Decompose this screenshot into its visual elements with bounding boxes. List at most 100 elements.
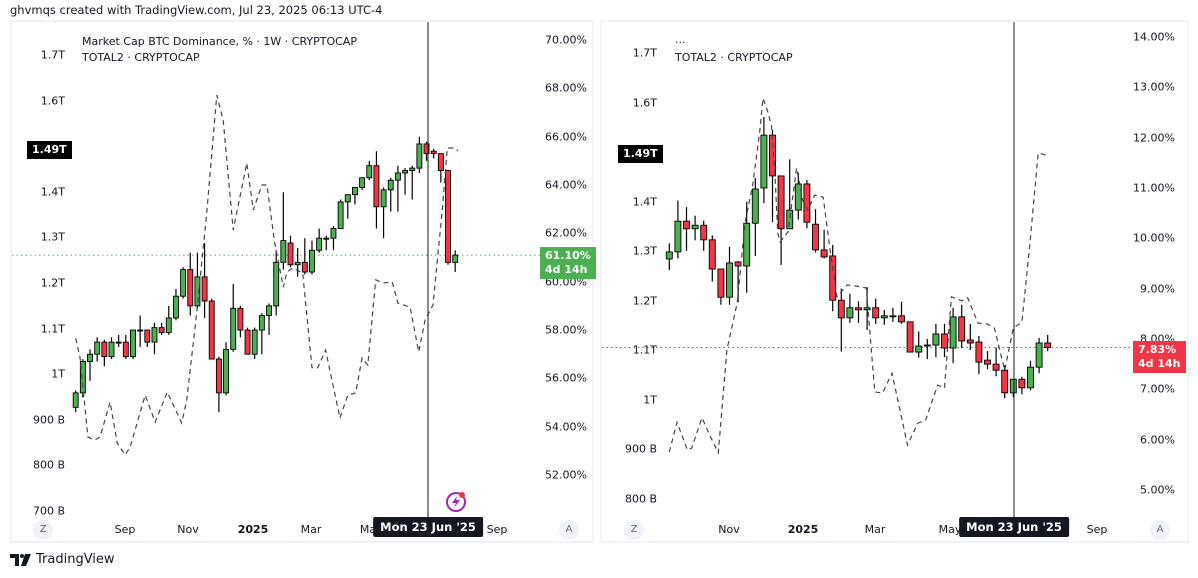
candle-body bbox=[330, 228, 337, 239]
candle bbox=[330, 226, 337, 251]
zoom-button[interactable]: Z bbox=[624, 520, 644, 540]
candle bbox=[1027, 360, 1034, 391]
right-axis-tick: 12.00% bbox=[1133, 131, 1175, 145]
candle-body bbox=[323, 237, 330, 240]
candle-body bbox=[394, 172, 401, 181]
candle-body bbox=[180, 269, 187, 297]
right-axis-tick: 68.00% bbox=[545, 81, 587, 95]
time-axis-tick: 2025 bbox=[237, 523, 269, 536]
candle bbox=[1001, 365, 1009, 399]
candle-body bbox=[734, 261, 742, 267]
candle-body bbox=[743, 222, 751, 267]
right-axis-tick: 56.00% bbox=[545, 371, 587, 385]
candle-body bbox=[966, 339, 974, 344]
candle bbox=[437, 153, 444, 183]
left-axis-tick: 1.4T bbox=[632, 195, 657, 209]
legend-total2[interactable]: TOTAL2 · CRYPTOCAP bbox=[675, 51, 793, 64]
left-axis-tick: 1.3T bbox=[40, 230, 65, 244]
zoom-button[interactable]: Z bbox=[33, 520, 53, 540]
crosshair-time-label: Mon 23 Jun '25 bbox=[373, 517, 483, 537]
lightning-event-icon[interactable] bbox=[444, 490, 468, 518]
candle bbox=[915, 331, 923, 358]
candle bbox=[323, 235, 330, 251]
candle bbox=[215, 356, 222, 413]
total2-last-label: 1.49T bbox=[27, 141, 72, 159]
candle-body bbox=[906, 321, 914, 353]
candle-body bbox=[1027, 366, 1034, 389]
candle bbox=[172, 288, 179, 321]
tradingview-logo[interactable]: TradingView bbox=[10, 552, 115, 567]
candle-body bbox=[316, 237, 323, 251]
candle bbox=[430, 148, 437, 159]
bar-countdown: 4d 14h bbox=[545, 263, 588, 276]
candle bbox=[949, 307, 957, 364]
candle bbox=[344, 194, 351, 219]
candle bbox=[786, 159, 794, 230]
right-axis-tick: 66.00% bbox=[545, 130, 587, 144]
candle-body bbox=[309, 249, 315, 273]
legend-main-series-collapsed[interactable]: ... bbox=[675, 33, 686, 46]
candle bbox=[280, 192, 287, 270]
candle bbox=[251, 327, 258, 360]
right-axis-tick: 64.00% bbox=[545, 178, 587, 192]
candle bbox=[337, 199, 344, 229]
right-axis-tick: 13.00% bbox=[1133, 80, 1175, 94]
candle-body bbox=[803, 183, 811, 223]
candle bbox=[244, 327, 251, 355]
time-axis-tick: Nov bbox=[718, 523, 740, 536]
auto-scale-button[interactable]: A bbox=[559, 520, 579, 540]
candle-body bbox=[863, 307, 871, 311]
legend-main-series[interactable]: Market Cap BTC Dominance, % · 1W · CRYPT… bbox=[82, 35, 357, 48]
candle bbox=[79, 359, 86, 398]
candle-body bbox=[837, 299, 845, 319]
candle-body bbox=[423, 143, 430, 155]
candle bbox=[108, 337, 115, 360]
candle bbox=[777, 175, 785, 265]
candle-body bbox=[165, 317, 172, 333]
candle-body bbox=[187, 269, 194, 307]
candle bbox=[691, 215, 699, 241]
candle bbox=[751, 177, 759, 256]
candle bbox=[301, 238, 308, 275]
candle bbox=[373, 151, 380, 229]
candle bbox=[700, 220, 708, 251]
candle bbox=[201, 243, 208, 318]
candle-body bbox=[777, 175, 785, 230]
candle bbox=[187, 252, 194, 316]
candle-body bbox=[122, 341, 129, 358]
candle-body bbox=[380, 189, 387, 208]
auto-scale-button[interactable]: A bbox=[1150, 520, 1170, 540]
candle-body bbox=[287, 242, 294, 266]
candle-body bbox=[208, 300, 215, 360]
total2-last-label: 1.49T bbox=[618, 145, 663, 163]
candle-body bbox=[101, 341, 108, 358]
legend-total2[interactable]: TOTAL2 · CRYPTOCAP bbox=[82, 51, 200, 64]
candle bbox=[194, 252, 201, 309]
candle-body bbox=[294, 261, 301, 266]
candle-body bbox=[1035, 342, 1043, 368]
candle bbox=[445, 170, 451, 265]
candle bbox=[743, 201, 751, 293]
candle bbox=[820, 229, 828, 259]
candle-body bbox=[251, 329, 258, 355]
candle bbox=[180, 267, 187, 299]
total2-dashed-line bbox=[75, 94, 459, 456]
left-axis-tick: 1.1T bbox=[40, 322, 65, 336]
candle bbox=[309, 240, 315, 275]
candle-body bbox=[72, 392, 79, 408]
right-axis-tick: 70.00% bbox=[545, 33, 587, 47]
candle-body bbox=[273, 261, 280, 307]
time-axis-tick: Ma bbox=[359, 523, 377, 536]
candle bbox=[130, 329, 136, 360]
right-axis-tick: 10.00% bbox=[1133, 231, 1175, 245]
candle-body bbox=[158, 327, 165, 333]
right-axis-tick: 58.00% bbox=[545, 323, 587, 337]
candle-body bbox=[351, 186, 358, 196]
candle bbox=[380, 187, 387, 239]
chart-panel-left[interactable] bbox=[10, 20, 594, 543]
candle-body bbox=[437, 153, 444, 171]
candle-body bbox=[674, 220, 682, 253]
candle-body bbox=[151, 327, 158, 343]
chart-panel-right[interactable] bbox=[600, 20, 1189, 543]
